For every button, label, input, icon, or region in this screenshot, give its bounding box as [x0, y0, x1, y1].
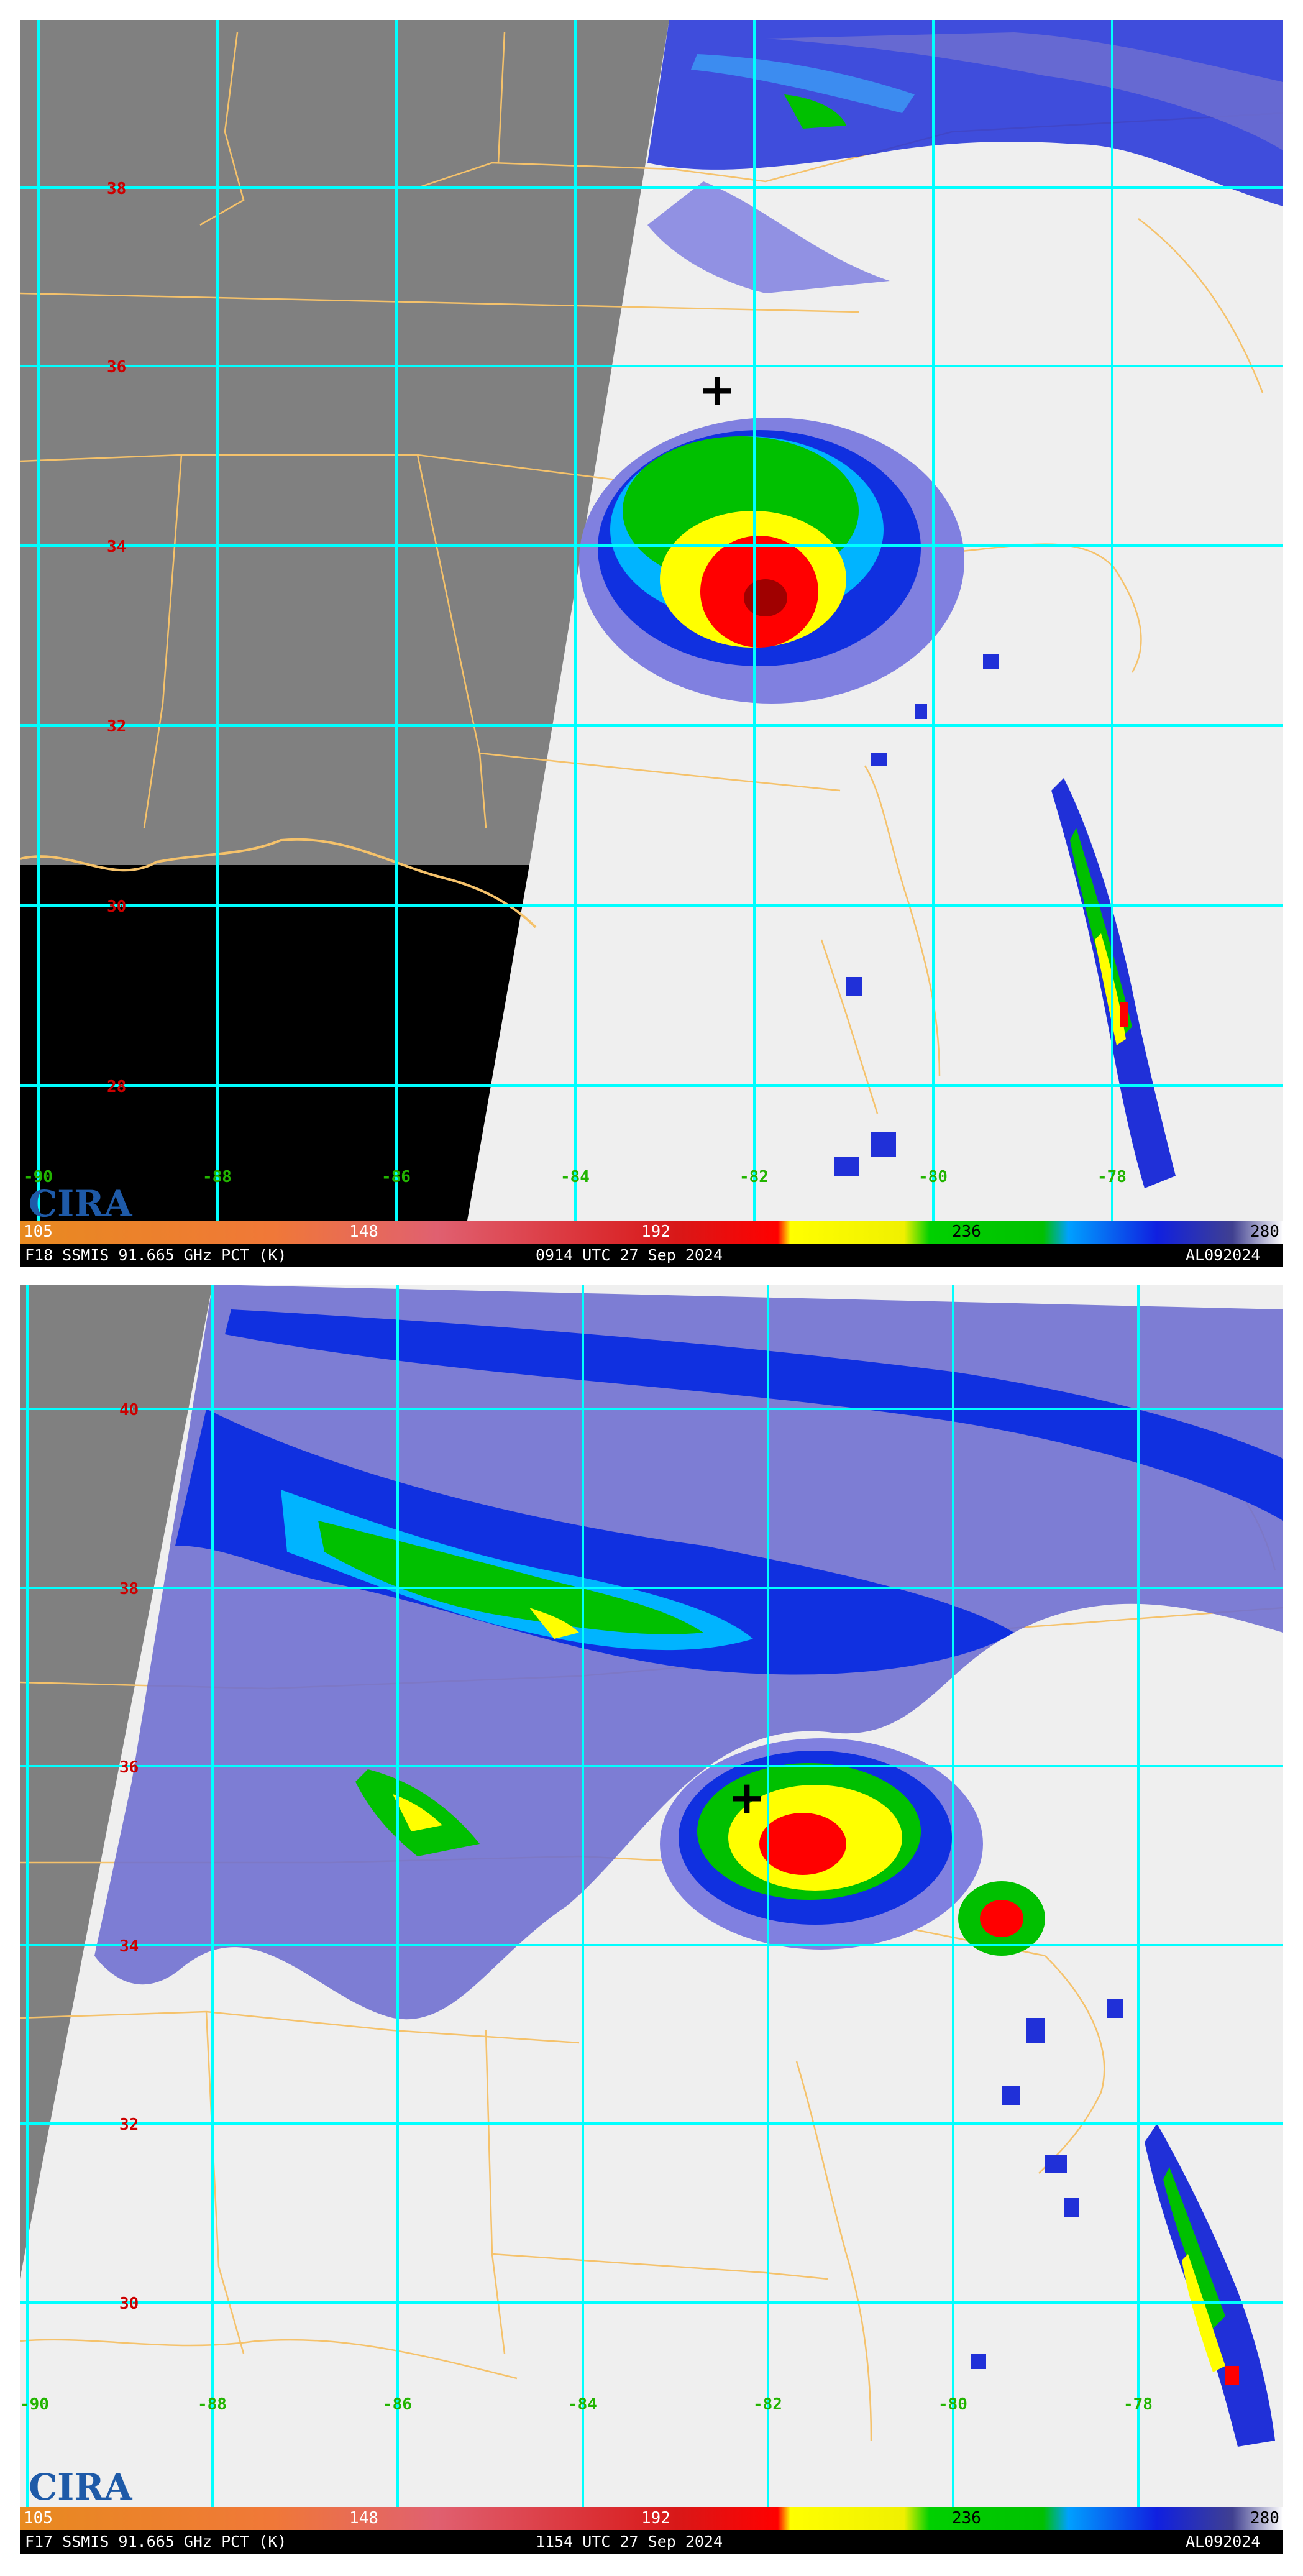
lon-label: -84	[568, 2395, 597, 2414]
storm-id-label: AL092024	[1186, 2532, 1261, 2551]
lon-label: -78	[1097, 1168, 1127, 1186]
lat-label: 32	[107, 717, 126, 736]
info-bar-top: F18 SSMIS 91.665 GHz PCT (K) 0914 UTC 27…	[20, 1244, 1283, 1267]
lon-label: -88	[203, 1168, 232, 1186]
precip-shield	[94, 1285, 1283, 2020]
lon-label: -82	[739, 1168, 769, 1186]
colorbar-top: 105 148 192 236 280	[20, 1221, 1283, 1244]
lon-label: -86	[382, 1168, 411, 1186]
colorbar-tick: 236	[952, 2509, 981, 2528]
rainband-east	[1145, 2124, 1275, 2447]
lon-label: -86	[383, 2395, 412, 2414]
lon-label: -90	[20, 2395, 49, 2414]
microwave-map-top: 38 36 34 32 30 28 -90 -88 -86 -84 -82 -8…	[20, 20, 1283, 1221]
panel-top: 38 36 34 32 30 28 -90 -88 -86 -84 -82 -8…	[20, 20, 1283, 1269]
scattered-cells	[834, 654, 999, 1176]
lon-label: -90	[24, 1168, 53, 1186]
info-bar-bottom: F17 SSMIS 91.665 GHz PCT (K) 1154 UTC 27…	[20, 2530, 1283, 2554]
colorbar-tick: 105	[24, 1222, 53, 1241]
lat-label: 28	[107, 1078, 126, 1096]
colorbar-tick: 280	[1250, 1222, 1279, 1241]
precip-band-north	[647, 20, 1283, 293]
latlon-grid	[20, 1285, 1283, 2507]
colorbar-tick: 192	[641, 1222, 670, 1241]
land-area	[20, 1285, 213, 2279]
storm-center-marker: +	[728, 1771, 766, 1823]
colorbar-bottom: 105 148 192 236 280	[20, 2507, 1283, 2530]
lon-label: -78	[1123, 2395, 1153, 2414]
lon-label: -84	[560, 1168, 590, 1186]
colorbar-gradient	[20, 1221, 1283, 1244]
lat-label: 36	[107, 358, 126, 377]
lat-label: 32	[119, 2115, 139, 2134]
lon-label: -88	[198, 2395, 227, 2414]
storm-id-label: AL092024	[1186, 1246, 1261, 1264]
colorbar-tick: 148	[349, 1222, 378, 1241]
colorbar-gradient	[20, 2507, 1283, 2530]
lon-label: -80	[918, 1168, 948, 1186]
cira-logo: CIRA	[29, 1183, 132, 1221]
colorbar-tick: 236	[952, 1222, 981, 1241]
lat-label: 38	[107, 180, 126, 198]
lat-label: 40	[119, 1401, 139, 1419]
storm-core	[660, 1738, 1045, 1956]
latlon-grid	[20, 20, 1283, 1221]
colorbar-tick: 105	[24, 2509, 53, 2528]
panel-bottom: 40 38 36 34 32 30 -90 -88 -86 -84 -82 -8…	[20, 1285, 1283, 2554]
lat-label: 30	[119, 2294, 139, 2313]
time-label: 1154 UTC 27 Sep 2024	[536, 2532, 723, 2551]
lon-label: -80	[938, 2395, 967, 2414]
colorbar-tick: 192	[641, 2509, 670, 2528]
time-label: 0914 UTC 27 Sep 2024	[536, 1246, 723, 1264]
microwave-map-bottom: 40 38 36 34 32 30 -90 -88 -86 -84 -82 -8…	[20, 1285, 1283, 2507]
gulf-ocean	[20, 865, 529, 1221]
land-area	[20, 20, 669, 865]
storm-core	[579, 418, 964, 704]
gulf-coastline	[20, 838, 537, 928]
cira-logo: CIRA	[29, 2466, 132, 2507]
sensor-label: F18 SSMIS 91.665 GHz PCT (K)	[25, 1246, 287, 1264]
colorbar-tick: 280	[1250, 2509, 1279, 2528]
lat-label: 30	[107, 897, 126, 916]
storm-center-marker: +	[698, 364, 736, 416]
sensor-label: F17 SSMIS 91.665 GHz PCT (K)	[25, 2532, 287, 2551]
colorbar-tick: 148	[349, 2509, 378, 2528]
scattered-cells	[971, 1999, 1123, 2369]
lon-label: -82	[753, 2395, 782, 2414]
lat-label: 34	[119, 1937, 139, 1956]
lat-label: 34	[107, 538, 126, 556]
lat-label: 36	[119, 1758, 139, 1777]
lat-label: 38	[119, 1580, 139, 1598]
